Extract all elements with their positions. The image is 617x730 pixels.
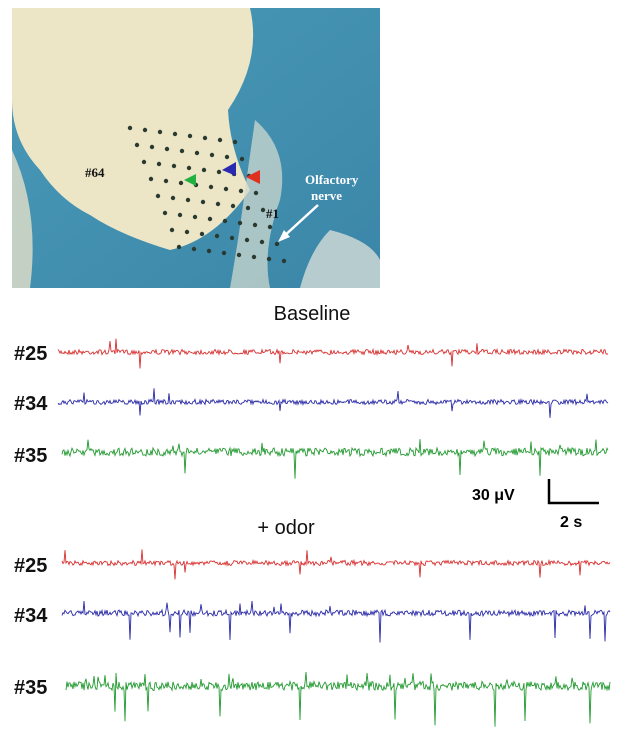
trace [57,388,609,418]
electrode [156,161,162,167]
electrode [222,218,228,224]
panel-title: Baseline [274,303,351,325]
electrode [186,165,192,171]
trace [61,439,609,479]
electrode [207,216,213,222]
electrode [134,142,140,148]
electrode [184,229,190,235]
electrode [127,125,133,131]
photo: #64 #1 Olfactory nerve [12,8,380,288]
electrode [141,159,147,165]
electrode [178,180,184,186]
electrode [217,137,223,143]
electrode [208,184,214,190]
electrode [142,127,148,133]
electrode [281,258,287,264]
channel-label: #34 [14,393,48,415]
channel-label: #35 [14,445,47,467]
photo-label: #1 [266,206,279,221]
electrode [171,163,177,169]
electrode [177,212,183,218]
electrode [237,220,243,226]
channel-label: #35 [14,677,47,699]
nerve-label: nerve [311,188,342,203]
electrode [200,199,206,205]
electrode [224,154,230,160]
electrode [209,152,215,158]
electrode [232,139,238,145]
electrode [260,207,266,213]
scale-time: 2 s [560,514,582,531]
electrode [239,156,245,162]
channel-label: #34 [14,605,48,627]
electrode [236,252,242,258]
electrode [201,167,207,173]
electrode [259,239,265,245]
scale-amplitude: 30 μV [472,487,515,504]
electrode [245,205,251,211]
electrode [170,195,176,201]
electrode [229,235,235,241]
electrode [172,131,178,137]
electrode [169,227,175,233]
electrode [202,135,208,141]
electrode [162,210,168,216]
electrode [192,214,198,220]
scale-bar: 30 μV 2 s [472,479,599,531]
electrode [206,248,212,254]
electrode [251,254,257,260]
channel-label: #25 [14,343,47,365]
electrode [252,222,258,228]
electrode [179,148,185,154]
electrode [238,188,244,194]
electrode [216,169,222,175]
electrode [176,244,182,250]
panel-title: + odor [257,517,315,539]
channel-label: #25 [14,555,47,577]
electrode [221,250,227,256]
electrode [149,144,155,150]
electrode [164,146,170,152]
electrode [230,203,236,209]
electrode [155,193,161,199]
electrode [215,201,221,207]
electrode [214,233,220,239]
electrode [157,129,163,135]
electrode [191,246,197,252]
electrode [194,150,200,156]
electrode [163,178,169,184]
electrode [266,256,272,262]
electrode [148,176,154,182]
trace [57,338,609,369]
electrode [185,197,191,203]
electrode [223,186,229,192]
electrode [253,190,259,196]
trace [65,671,611,727]
trace [61,549,611,580]
electrode [187,133,193,139]
electrode [274,241,280,247]
trace [61,600,611,643]
nerve-label: Olfactory [305,172,359,187]
photo-label: #64 [85,165,105,180]
electrode [199,231,205,237]
electrode [267,224,273,230]
electrode [244,237,250,243]
